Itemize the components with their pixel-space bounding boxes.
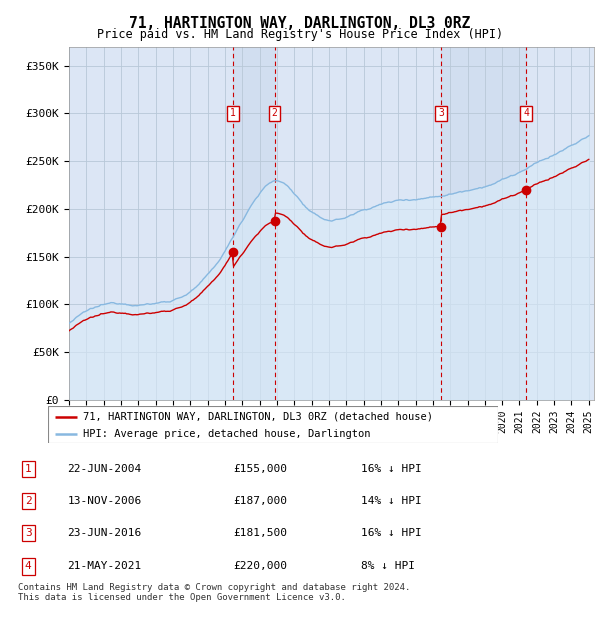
Text: £187,000: £187,000	[233, 496, 287, 506]
Text: Contains HM Land Registry data © Crown copyright and database right 2024.
This d: Contains HM Land Registry data © Crown c…	[18, 583, 410, 602]
Text: 71, HARTINGTON WAY, DARLINGTON, DL3 0RZ: 71, HARTINGTON WAY, DARLINGTON, DL3 0RZ	[130, 16, 470, 30]
Text: 1: 1	[25, 464, 32, 474]
Text: 2: 2	[272, 108, 278, 118]
Text: 3: 3	[25, 528, 32, 538]
Text: 8% ↓ HPI: 8% ↓ HPI	[361, 561, 415, 572]
Text: HPI: Average price, detached house, Darlington: HPI: Average price, detached house, Darl…	[83, 429, 371, 439]
Text: 23-JUN-2016: 23-JUN-2016	[67, 528, 142, 538]
Text: Price paid vs. HM Land Registry's House Price Index (HPI): Price paid vs. HM Land Registry's House …	[97, 28, 503, 41]
Text: £181,500: £181,500	[233, 528, 287, 538]
Text: 4: 4	[25, 561, 32, 572]
Text: 16% ↓ HPI: 16% ↓ HPI	[361, 464, 422, 474]
Text: 4: 4	[523, 108, 529, 118]
Text: 1: 1	[230, 108, 236, 118]
Text: 71, HARTINGTON WAY, DARLINGTON, DL3 0RZ (detached house): 71, HARTINGTON WAY, DARLINGTON, DL3 0RZ …	[83, 412, 433, 422]
Text: 2: 2	[25, 496, 32, 506]
Bar	[233, 46, 275, 400]
Text: 16% ↓ HPI: 16% ↓ HPI	[361, 528, 422, 538]
Bar	[441, 46, 526, 400]
Text: £155,000: £155,000	[233, 464, 287, 474]
Text: 14% ↓ HPI: 14% ↓ HPI	[361, 496, 422, 506]
Text: 21-MAY-2021: 21-MAY-2021	[67, 561, 142, 572]
Text: £220,000: £220,000	[233, 561, 287, 572]
Text: 3: 3	[438, 108, 444, 118]
Text: 13-NOV-2006: 13-NOV-2006	[67, 496, 142, 506]
Text: 22-JUN-2004: 22-JUN-2004	[67, 464, 142, 474]
